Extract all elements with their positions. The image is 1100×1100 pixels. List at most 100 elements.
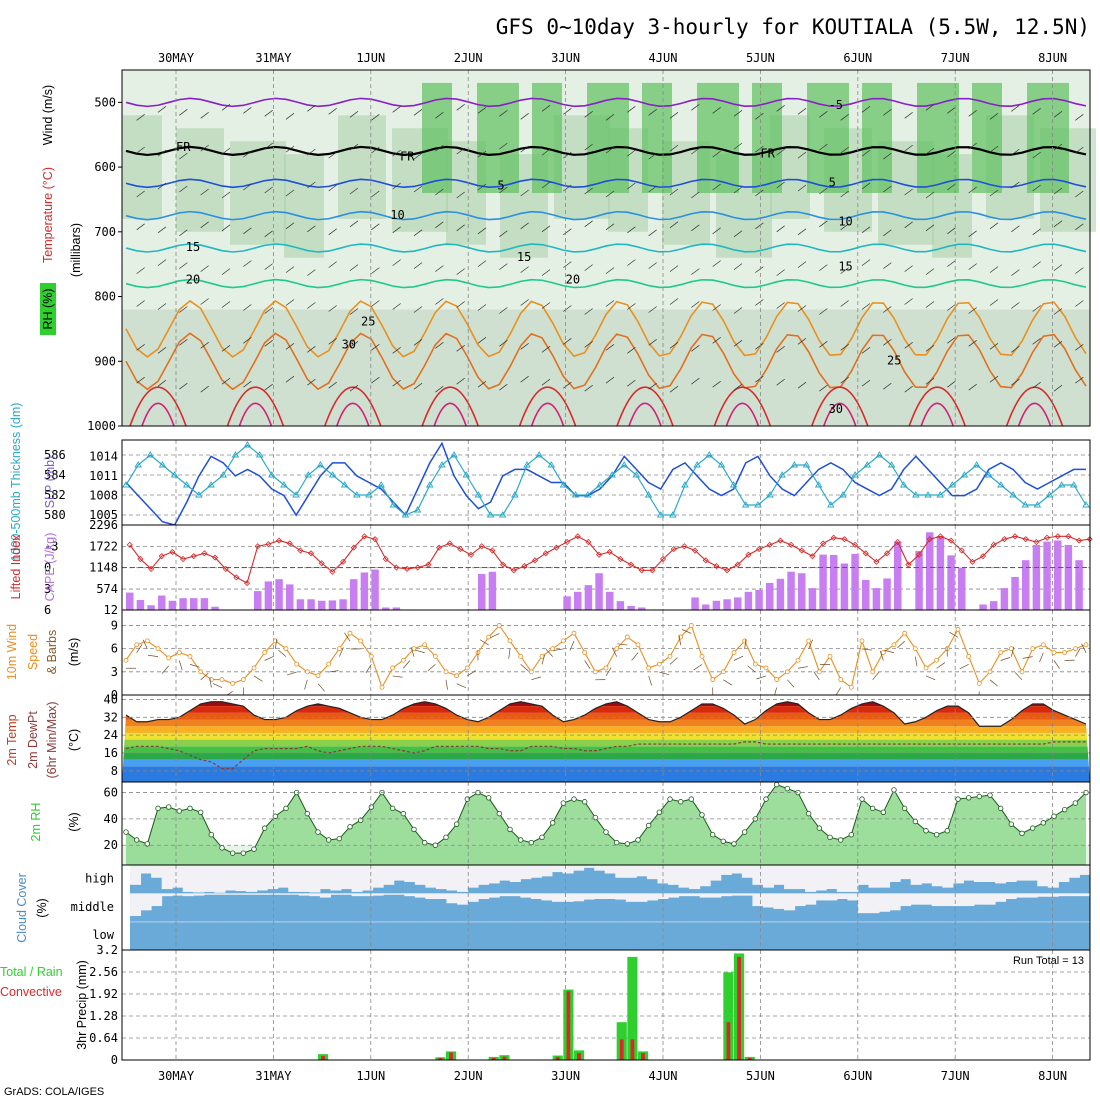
cloud-clear-cell: [836, 921, 848, 923]
wind-barb: [371, 223, 380, 231]
date-label: 31MAY: [255, 51, 292, 65]
cape-bar: [840, 563, 849, 610]
cloud-clear-cell: [224, 893, 236, 895]
hot-contour: [1017, 402, 1052, 427]
thickness-marker: [413, 506, 422, 513]
ylabel-wind-barbs: & Barbs: [45, 630, 59, 674]
wind-barb: [813, 671, 820, 681]
cloud-clear-cell: [224, 865, 236, 891]
li-marker: [788, 541, 795, 548]
rh-moist-band: [972, 82, 1002, 193]
wind-barb: [968, 110, 977, 117]
wind-speed-marker: [251, 665, 257, 671]
wind-speed-marker: [443, 669, 449, 675]
wind-speed-marker: [976, 681, 982, 686]
li-marker: [318, 560, 325, 567]
cloud-clear-cell: [1047, 893, 1059, 897]
li-marker: [308, 550, 315, 557]
wind-barb: [1011, 378, 1020, 386]
thickness-marker: [231, 451, 240, 458]
wind-speed-marker: [635, 642, 641, 648]
wind-speed-marker: [603, 665, 609, 671]
contour-label: 15: [186, 240, 200, 254]
ylabel-convective: Convective: [0, 985, 62, 999]
thickness-marker: [486, 511, 495, 518]
rh-marker: [208, 831, 215, 838]
wind-speed-marker: [507, 638, 513, 644]
rh-moist-band: [422, 82, 452, 193]
wind-speed-marker: [966, 653, 972, 659]
li-marker: [1001, 536, 1008, 543]
wind-speed-marker: [1083, 642, 1089, 648]
wind-barb: [989, 189, 999, 197]
li-marker: [809, 553, 816, 560]
cloud-clear-cell: [488, 865, 500, 884]
cape-tick: 1148: [89, 561, 118, 575]
wind-speed-marker: [880, 650, 886, 655]
wind-barb: [178, 660, 183, 671]
li-marker: [222, 565, 229, 572]
cloud-clear-cell: [699, 893, 711, 898]
cloud-clear-cell: [1037, 893, 1049, 897]
cloud-clear-cell: [404, 865, 416, 882]
wind-barb: [648, 382, 657, 390]
cloud-clear-cell: [362, 893, 374, 897]
wind-barb: [264, 186, 273, 194]
cloud-clear-cell: [1079, 893, 1091, 897]
slp-tick: 1005: [89, 508, 118, 522]
wind-barb: [819, 143, 828, 151]
cape-bar: [755, 589, 763, 610]
thickness-marker: [328, 471, 337, 478]
cloud-clear-cell: [246, 865, 258, 892]
cape-bar: [179, 598, 187, 610]
thickness-marker: [960, 471, 969, 478]
wind-barb: [392, 379, 401, 387]
wind-barb: [584, 220, 593, 228]
wind-barb: [456, 191, 465, 199]
cloud-clear-cell: [805, 921, 817, 923]
cape-bar: [211, 606, 219, 610]
rh-marker: [603, 829, 609, 835]
contour-label: 20: [186, 273, 200, 287]
cloud-clear-cell: [836, 893, 848, 899]
rh-tick: 60: [104, 786, 118, 800]
cloud-clear-cell: [267, 921, 279, 923]
wind-barb: [884, 649, 895, 654]
wind-barb: [569, 641, 575, 651]
thickness-marker: [669, 511, 677, 518]
precip-total-bar: [723, 972, 734, 1060]
wind-barb: [414, 649, 425, 654]
rh-marker: [176, 808, 183, 814]
wind-barb: [904, 342, 913, 349]
li-marker: [980, 553, 987, 560]
ylabel-thickness: 1000-500mb Thickness (dm): [9, 403, 23, 562]
li-marker: [372, 536, 379, 543]
cape-tick: 574: [96, 582, 118, 596]
wind-speed-marker: [187, 653, 193, 659]
top-date-axis: 30MAY 31MAY 1JUN 2JUN 3JUN 4JUN 5JUN 6JUN 7JUN 8J…: [158, 51, 1067, 65]
temp-bands: [122, 701, 1090, 782]
wind-barb: [968, 186, 977, 194]
rh-marker: [283, 805, 289, 812]
thickness-marker: [1021, 501, 1030, 508]
wind-speed-marker: [240, 677, 246, 682]
wind-barb: [755, 299, 764, 306]
cape-bar: [862, 579, 870, 610]
cloud-clear-cell: [277, 921, 289, 923]
slp-thickness-panel: 586 584 582 580 1014 1011 1008 1005 1000-500mb T…: [9, 403, 1091, 562]
cloud-clear-cell: [668, 865, 680, 885]
thickness-marker: [292, 491, 300, 498]
li-marker: [190, 553, 197, 560]
wind-barb: [584, 341, 593, 348]
wind-barb: [278, 649, 287, 657]
li-marker: [670, 546, 677, 553]
rh-marker: [848, 831, 855, 838]
wind-barb: [285, 113, 295, 120]
cape-bar: [392, 607, 401, 610]
cloud-clear-cell: [720, 893, 732, 897]
cape-bar: [584, 585, 593, 610]
wind-barb: [1011, 225, 1020, 233]
cloud-clear-cell: [752, 893, 764, 907]
li-marker: [521, 563, 528, 570]
date-label: 30MAY: [158, 1069, 195, 1083]
